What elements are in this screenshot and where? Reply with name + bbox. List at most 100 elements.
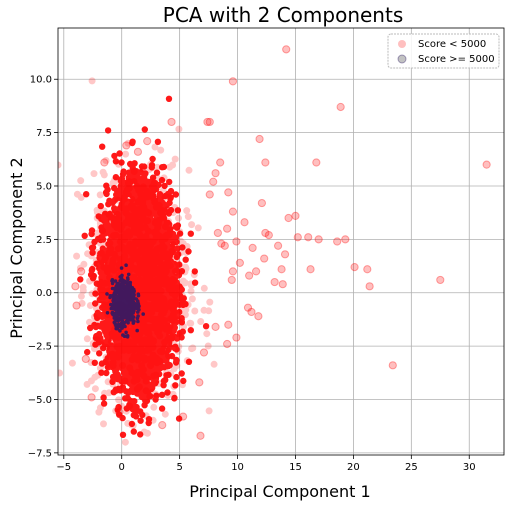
low-score-point <box>365 282 374 291</box>
low-score-point <box>232 237 241 246</box>
low-score-point <box>274 241 283 250</box>
low-score-point <box>205 190 214 199</box>
low-score-point <box>388 361 397 370</box>
low-score-point <box>482 160 491 169</box>
low-score-point <box>260 254 269 263</box>
low-score-point <box>228 207 238 216</box>
low-score-point <box>314 235 323 244</box>
low-score-point <box>284 213 293 223</box>
low-score-point <box>216 158 225 167</box>
legend-label-high-score: Score >= 5000 <box>418 54 495 65</box>
low-score-point <box>100 158 109 167</box>
low-score-point <box>77 267 86 276</box>
low-score-point <box>243 303 253 312</box>
high-score-cluster <box>105 263 145 339</box>
low-score-point <box>179 412 188 421</box>
low-score-point <box>257 198 266 208</box>
legend-swatch-high-score <box>397 54 407 64</box>
y-tick-label: −2.5 <box>28 342 52 353</box>
low-score-point <box>291 211 300 220</box>
y-tick-label: 10.0 <box>30 75 52 86</box>
x-tick-label: −5 <box>56 462 71 473</box>
low-score-point <box>232 333 241 342</box>
plot-frame <box>57 27 505 456</box>
low-score-point <box>293 233 302 242</box>
low-score-point <box>261 228 270 238</box>
low-score-point <box>436 275 445 285</box>
legend: Score < 5000 Score >= 5000 <box>387 33 500 69</box>
low-score-dense-cloud <box>77 95 210 438</box>
x-tick-label: 5 <box>176 462 182 473</box>
low-score-point <box>336 102 345 112</box>
low-score-point <box>133 147 143 156</box>
low-score-point <box>203 117 212 127</box>
low-score-point <box>270 277 279 287</box>
low-score-point <box>341 235 350 244</box>
scatter-points <box>58 45 491 446</box>
low-score-point <box>158 421 167 430</box>
low-score-point <box>143 137 152 146</box>
low-score-point <box>87 393 96 402</box>
y-axis-label: Principal Component 2 <box>7 157 26 338</box>
low-score-point <box>235 258 244 267</box>
x-axis-label: Principal Component 1 <box>189 482 370 501</box>
y-tick-label: 5.0 <box>36 181 52 192</box>
low-score-point <box>195 378 204 387</box>
low-score-point <box>333 237 342 246</box>
low-score-point <box>223 224 232 233</box>
low-score-point <box>72 301 81 310</box>
low-score-point <box>122 141 131 150</box>
low-score-point <box>304 233 313 242</box>
low-score-point <box>227 275 236 285</box>
low-score-point <box>254 312 263 321</box>
low-score-point <box>224 188 233 197</box>
x-tick-label: 0 <box>119 462 125 473</box>
low-score-point <box>209 177 218 186</box>
low-score-point <box>248 243 257 253</box>
x-tick-label: 10 <box>231 462 244 473</box>
low-score-point <box>245 271 254 280</box>
low-score-point <box>223 339 232 349</box>
x-tick-label: 25 <box>405 462 418 473</box>
low-score-point <box>196 431 205 440</box>
low-score-point <box>247 307 256 317</box>
low-score-point <box>261 158 270 167</box>
low-score-point <box>199 348 209 357</box>
y-axis-ticks: −7.5 −5.0 −2.5 0.0 2.5 5.0 7.5 10.0 <box>28 75 58 459</box>
low-score-point <box>220 241 229 250</box>
low-score-point <box>251 267 261 276</box>
y-tick-label: 2.5 <box>36 235 52 246</box>
low-score-point <box>213 228 222 238</box>
low-score-point <box>115 408 124 417</box>
low-score-point <box>278 280 287 289</box>
chart-title: PCA with 2 Components <box>163 3 403 27</box>
legend-box <box>387 33 500 69</box>
x-tick-label: 15 <box>289 462 302 473</box>
x-axis-ticks: −5 0 5 10 15 20 25 30 <box>56 455 476 473</box>
low-score-point <box>282 45 291 54</box>
low-score-point <box>205 117 214 127</box>
low-score-point <box>312 158 321 167</box>
y-tick-label: 0.0 <box>36 288 52 299</box>
low-score-point <box>71 282 80 291</box>
low-score-point <box>211 322 220 331</box>
low-score-point <box>363 265 372 274</box>
x-tick-label: 30 <box>463 462 476 473</box>
low-score-point <box>167 117 176 127</box>
legend-label-low-score: Score < 5000 <box>418 39 486 50</box>
low-score-point <box>211 169 220 178</box>
low-score-point <box>228 77 238 86</box>
low-score-point <box>264 230 273 240</box>
low-score-point <box>255 134 264 144</box>
low-score-point <box>228 267 238 276</box>
low-score-halo <box>58 77 218 446</box>
x-tick-label: 20 <box>347 462 360 473</box>
low-score-point <box>81 354 90 364</box>
low-score-point <box>240 218 249 227</box>
low-score-point <box>224 320 233 329</box>
y-tick-label: −7.5 <box>28 448 52 459</box>
low-score-point <box>277 265 286 274</box>
low-score-point <box>217 239 226 248</box>
y-tick-label: 7.5 <box>36 128 52 139</box>
